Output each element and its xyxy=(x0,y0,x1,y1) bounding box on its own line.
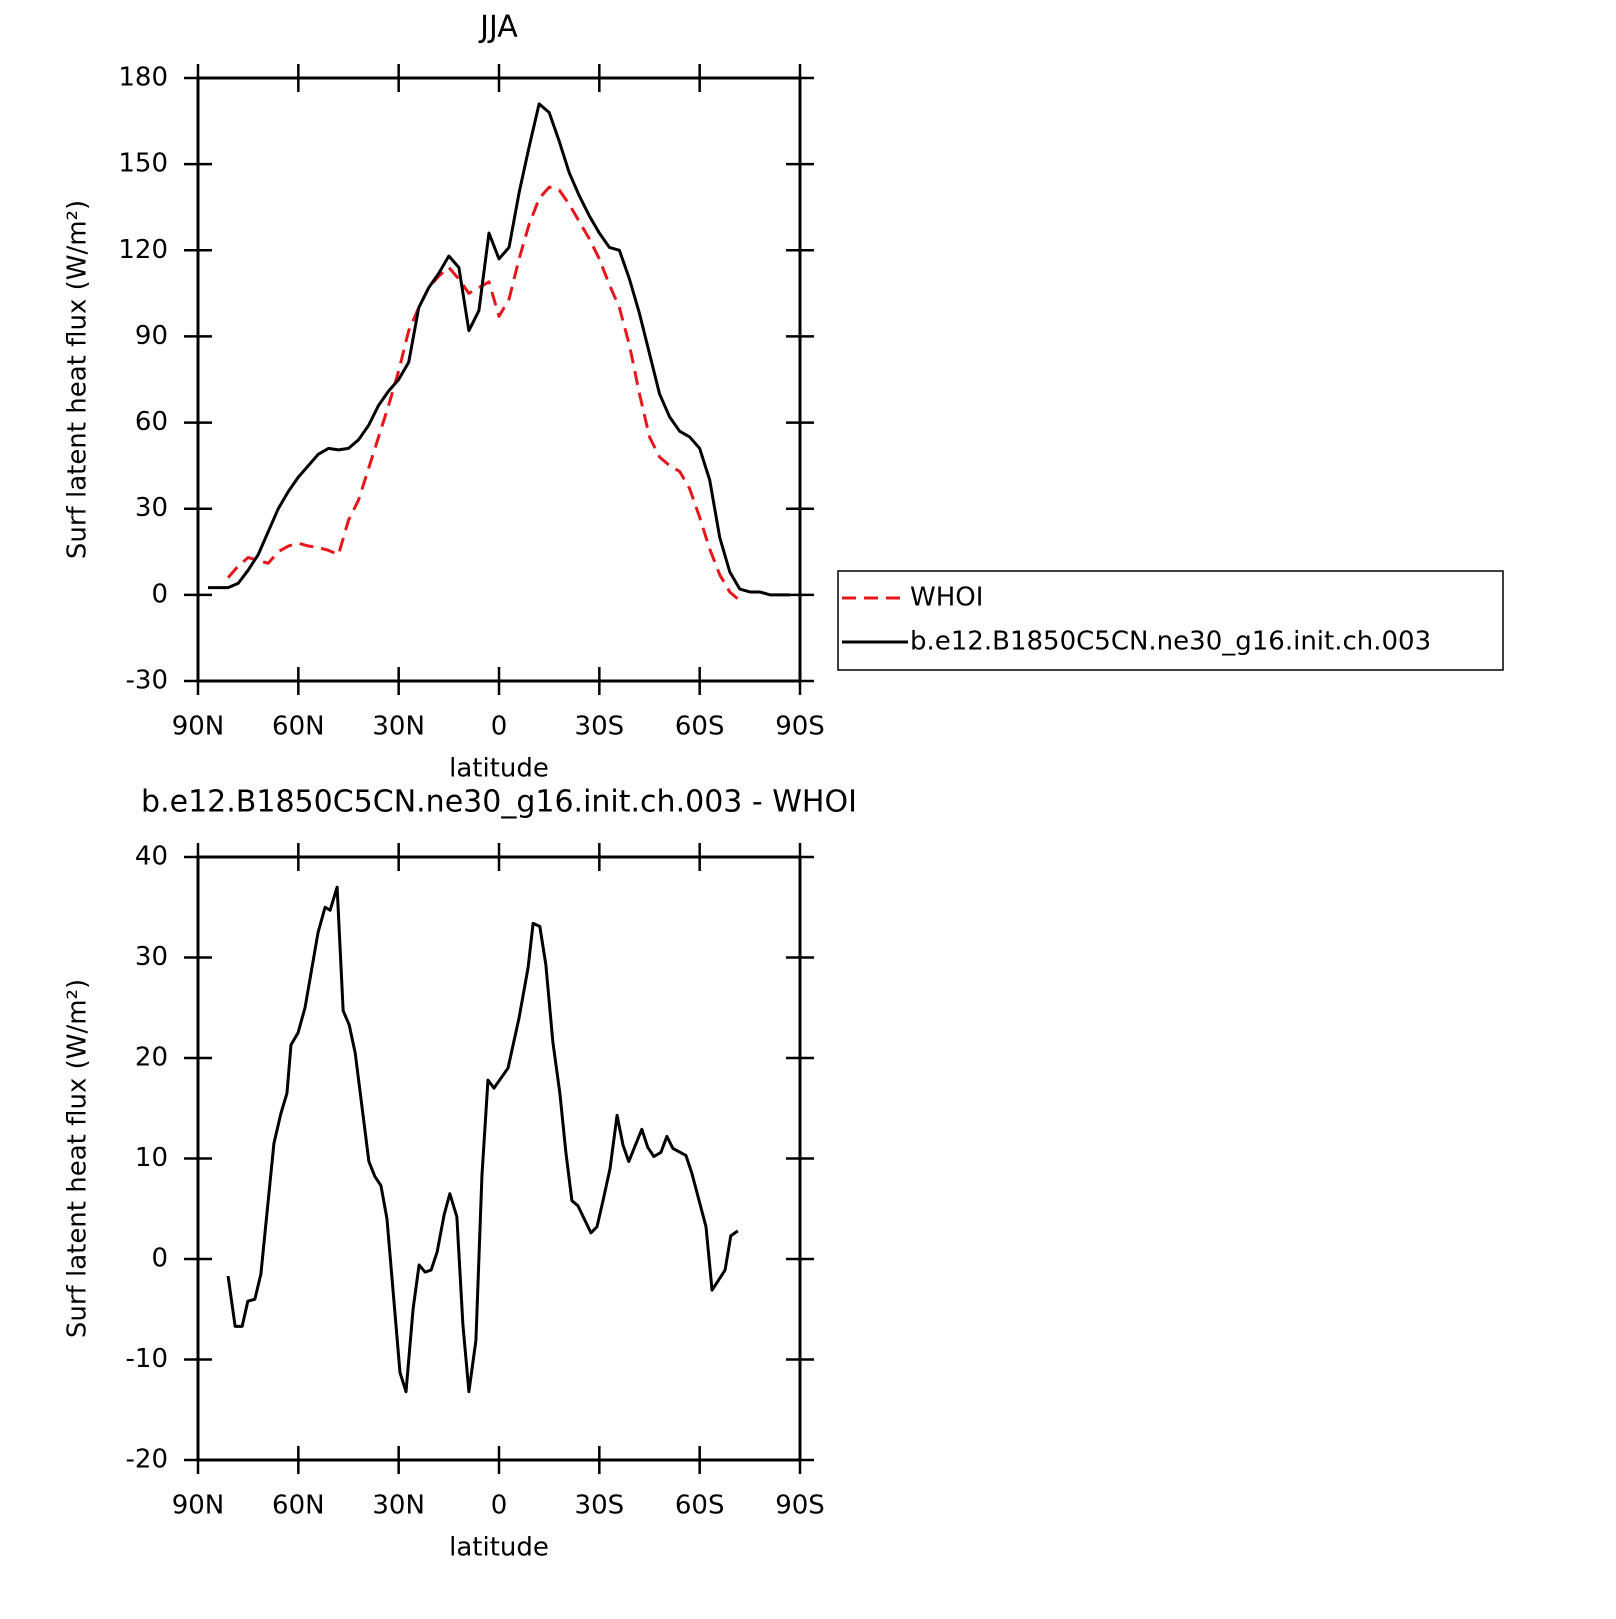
y-tick-label: 30 xyxy=(135,942,168,972)
x-tick-label: 30S xyxy=(575,1491,625,1521)
y-tick-label: 120 xyxy=(118,235,168,265)
plot-frame xyxy=(196,855,802,1462)
y-tick-label: 180 xyxy=(118,63,168,93)
legend-box xyxy=(837,570,1504,671)
data-line xyxy=(226,885,739,1394)
y-tick-label: 150 xyxy=(118,149,168,179)
y-tick-label: 0 xyxy=(151,1244,168,1274)
y-tick-label: 30 xyxy=(135,493,168,523)
x-axis-label: latitude xyxy=(449,754,549,784)
x-tick-label: 30N xyxy=(372,1491,425,1521)
y-tick-label: 0 xyxy=(151,579,168,609)
x-tick-label: 90S xyxy=(775,1491,825,1521)
y-tick-label: -30 xyxy=(126,666,168,696)
data-line xyxy=(226,185,741,602)
x-axis-label: latitude xyxy=(449,1533,549,1563)
x-tick-label: 90N xyxy=(172,1491,225,1521)
y-tick-label: 40 xyxy=(135,842,168,872)
chart-title: JJA xyxy=(478,10,518,45)
x-tick-label: 30N xyxy=(372,712,425,742)
y-tick-label: 90 xyxy=(135,321,168,351)
x-tick-label: 60S xyxy=(675,1491,725,1521)
y-tick-label: 10 xyxy=(135,1143,168,1173)
legend-label: WHOI xyxy=(910,583,983,613)
chart-title: b.e12.B1850C5CN.ne30_g16.init.ch.003 - W… xyxy=(141,785,857,820)
y-tick-label: 60 xyxy=(135,407,168,437)
y-tick-label: -20 xyxy=(126,1445,168,1475)
x-tick-label: 60N xyxy=(272,712,325,742)
y-tick-label: -10 xyxy=(126,1344,168,1374)
plot-frame xyxy=(196,76,802,683)
x-tick-label: 30S xyxy=(575,712,625,742)
y-tick-label: 20 xyxy=(135,1043,168,1073)
y-axis-label: Surf latent heat flux (W/m²) xyxy=(63,979,93,1338)
x-tick-label: 90S xyxy=(775,712,825,742)
x-tick-label: 0 xyxy=(491,1491,508,1521)
x-tick-label: 0 xyxy=(491,712,508,742)
x-tick-label: 60N xyxy=(272,1491,325,1521)
legend-label: b.e12.B1850C5CN.ne30_g16.init.ch.003 xyxy=(910,627,1431,657)
x-tick-label: 60S xyxy=(675,712,725,742)
x-tick-label: 90N xyxy=(172,712,225,742)
y-axis-label: Surf latent heat flux (W/m²) xyxy=(63,200,93,559)
data-line xyxy=(208,102,790,597)
